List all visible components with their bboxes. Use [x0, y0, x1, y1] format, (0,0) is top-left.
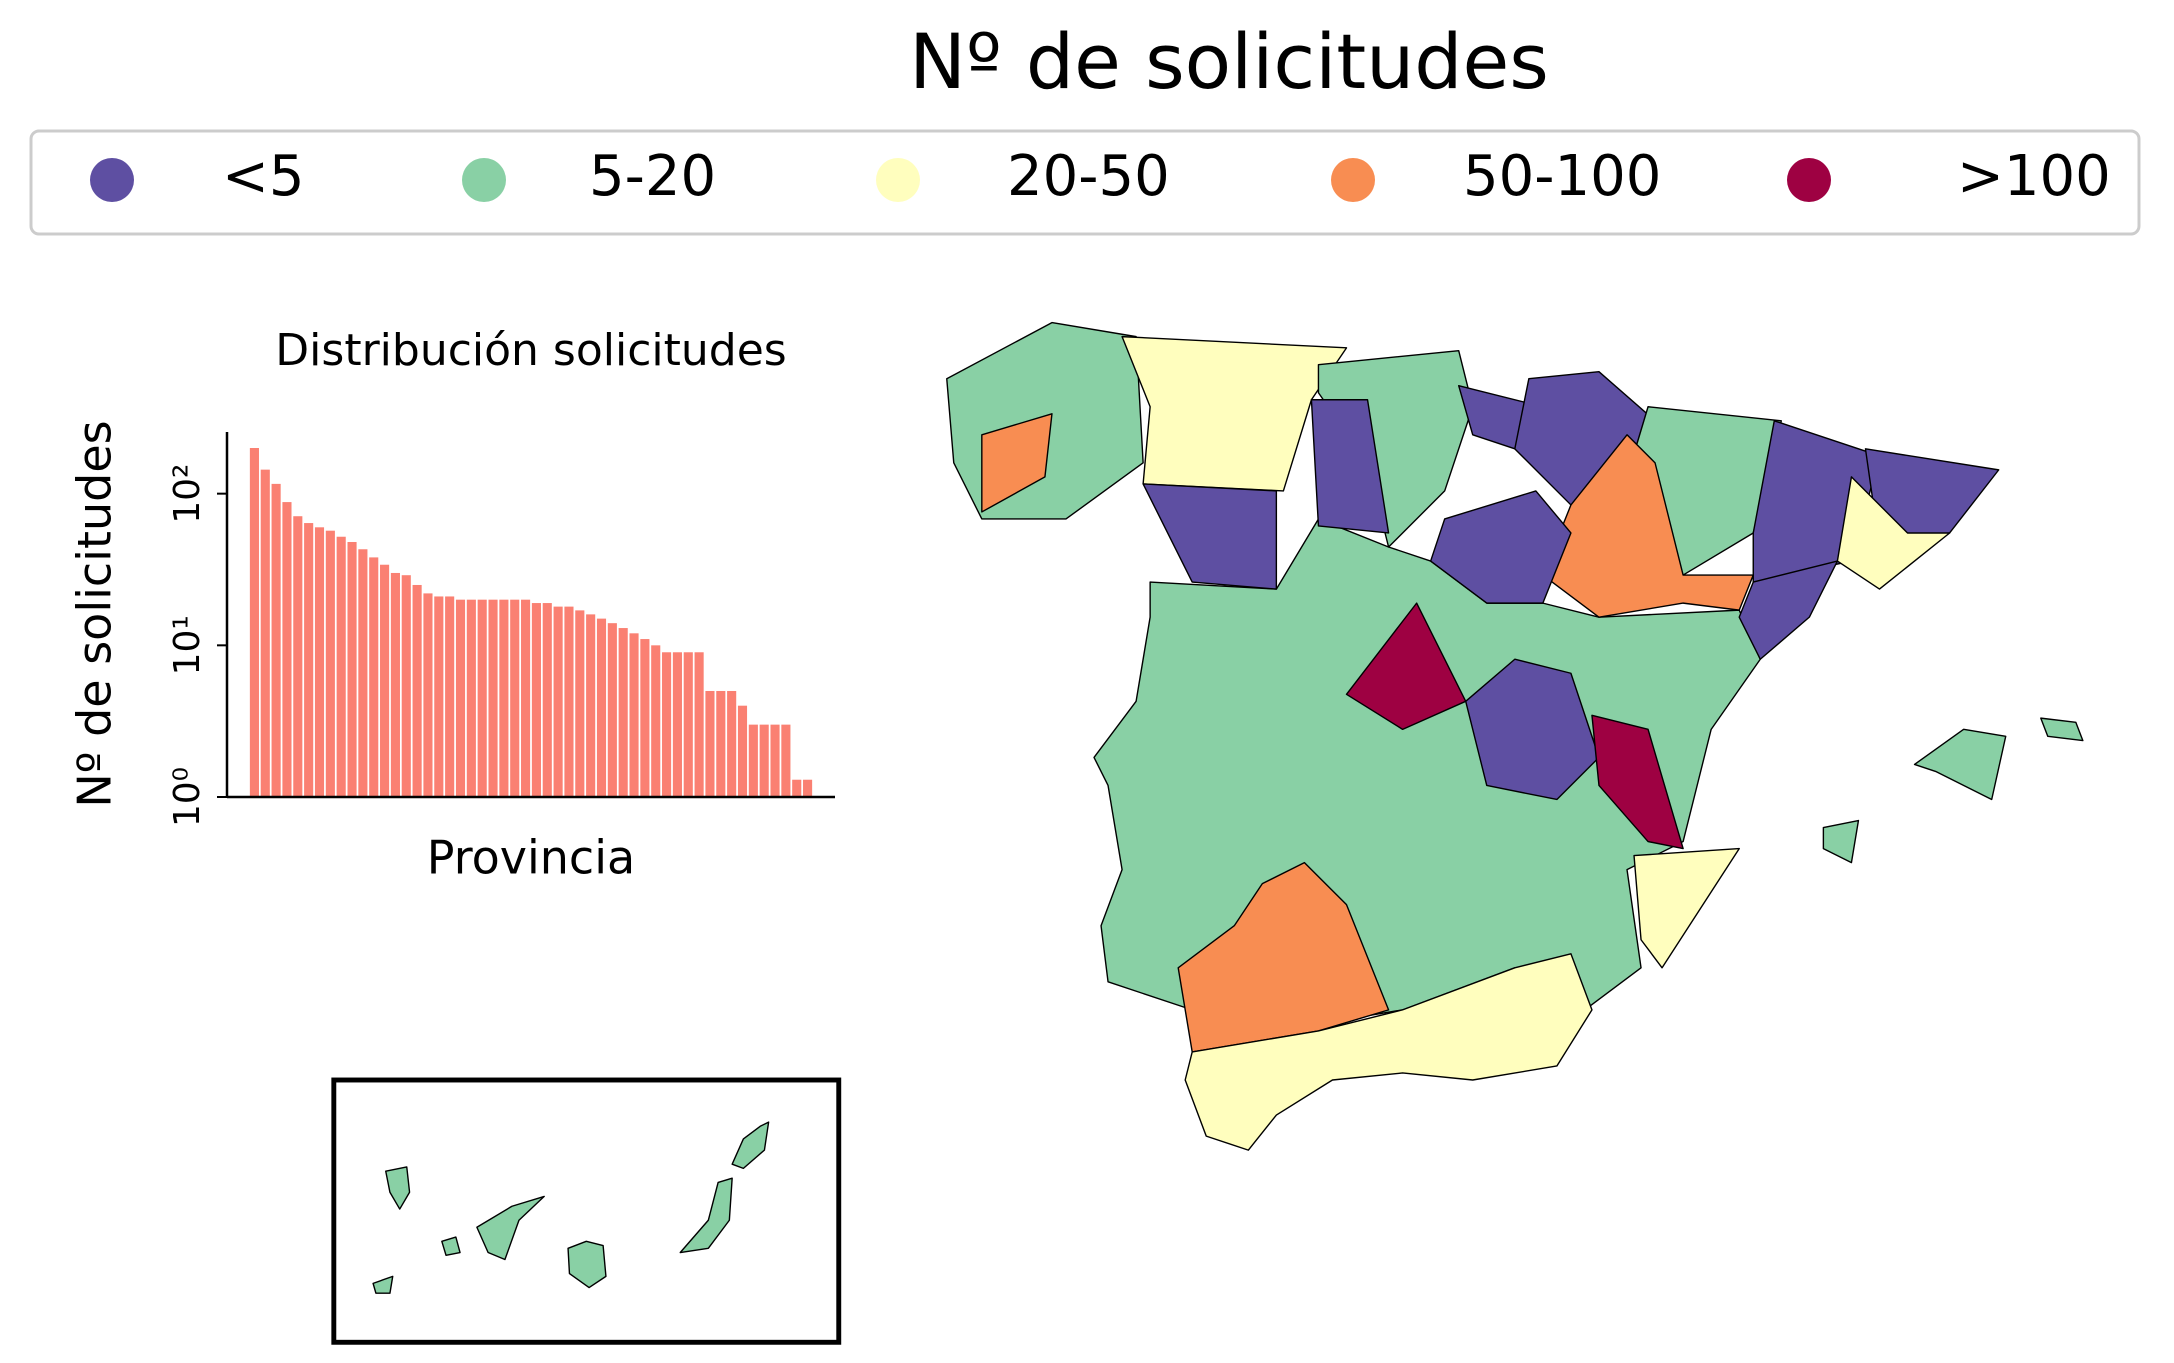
- bar: [781, 724, 791, 797]
- island: [1913, 728, 2007, 801]
- legend-label: >100: [1957, 144, 2111, 209]
- island: [372, 1275, 394, 1294]
- bar: [510, 599, 520, 797]
- island: [1822, 819, 1860, 864]
- province: [1633, 847, 1740, 969]
- histogram-inset: Distribución solicitudes Provincia Nº de s…: [68, 325, 835, 885]
- island: [567, 1240, 607, 1289]
- province: [1142, 483, 1278, 590]
- island: [2040, 717, 2084, 742]
- province: [1429, 490, 1572, 604]
- province: [1836, 476, 1951, 590]
- canary-inset-frame: [331, 1077, 842, 1345]
- bar: [803, 779, 813, 797]
- bar: [586, 614, 596, 797]
- bar: [596, 618, 607, 797]
- bar: [553, 606, 563, 797]
- island: [679, 1177, 733, 1254]
- bar: [293, 516, 303, 797]
- bar: [390, 572, 400, 797]
- bar: [423, 593, 433, 797]
- bar: [477, 599, 487, 797]
- bar: [325, 530, 335, 797]
- bar: [748, 724, 758, 797]
- bar: [499, 599, 509, 797]
- legend-marker: [1331, 158, 1375, 202]
- bar: [716, 690, 726, 797]
- canary-islands: [372, 1121, 770, 1294]
- bar: [347, 542, 357, 797]
- bar: [651, 645, 661, 797]
- bar: [705, 690, 715, 797]
- bar: [727, 690, 737, 797]
- bar: [521, 599, 531, 797]
- legend-marker: [90, 158, 134, 202]
- y-tick-label: 10²: [167, 464, 208, 524]
- y-tick-label: 10¹: [167, 615, 208, 675]
- legend-marker: [462, 158, 506, 202]
- bar: [672, 652, 682, 797]
- island: [731, 1121, 770, 1170]
- legend-label: <5: [222, 144, 305, 209]
- legend-label: 50-100: [1463, 144, 1661, 209]
- bar: [531, 603, 541, 797]
- bar: [629, 633, 639, 797]
- legend-marker: [876, 158, 920, 202]
- bar: [542, 603, 552, 797]
- legend-label: 5-20: [589, 144, 716, 209]
- bar: [401, 575, 411, 797]
- bar: [694, 652, 704, 797]
- bar: [662, 652, 672, 797]
- bar: [434, 596, 444, 797]
- province: [1310, 399, 1390, 534]
- bar: [683, 652, 693, 797]
- province: [981, 413, 1053, 513]
- province: [1591, 714, 1684, 850]
- y-axis-label: Nº de solicitudes: [68, 420, 122, 807]
- bar: [369, 557, 379, 797]
- bar: [412, 584, 422, 797]
- bar: [249, 448, 259, 797]
- bar: [358, 549, 368, 797]
- figure-title: Nº de solicitudes: [909, 17, 1549, 106]
- bar: [260, 469, 270, 797]
- bar: [282, 502, 292, 797]
- bar: [792, 779, 802, 797]
- bar: [759, 724, 769, 797]
- bar: [336, 536, 346, 797]
- legend-marker: [1787, 158, 1831, 202]
- bar: [770, 724, 780, 797]
- bar: [455, 599, 466, 797]
- bar: [564, 606, 574, 797]
- bar: [271, 483, 281, 797]
- x-axis-label: Provincia: [427, 831, 635, 885]
- map: [331, 321, 2084, 1345]
- province: [1738, 560, 1839, 660]
- provinces: [946, 321, 2084, 1151]
- island: [385, 1166, 411, 1210]
- bar: [575, 610, 585, 797]
- province: [1121, 335, 1348, 492]
- bar: [314, 527, 325, 797]
- bar: [466, 599, 476, 797]
- bar: [737, 705, 748, 797]
- y-tick-label: 10⁰: [167, 767, 208, 827]
- island: [476, 1195, 545, 1261]
- bar: [445, 596, 455, 797]
- bar: [488, 599, 498, 797]
- bar: [618, 628, 628, 797]
- chart-title: Distribución solicitudes: [275, 325, 786, 376]
- legend-label: 20-50: [1007, 144, 1170, 209]
- bar: [607, 623, 617, 797]
- island: [441, 1236, 461, 1257]
- province: [1184, 953, 1593, 1151]
- legend: <5 5-20 20-50 50-100 >100: [90, 144, 2111, 209]
- bar: [380, 564, 390, 797]
- bar: [640, 639, 650, 797]
- legend-box: [29, 129, 2141, 236]
- bar: [304, 523, 314, 797]
